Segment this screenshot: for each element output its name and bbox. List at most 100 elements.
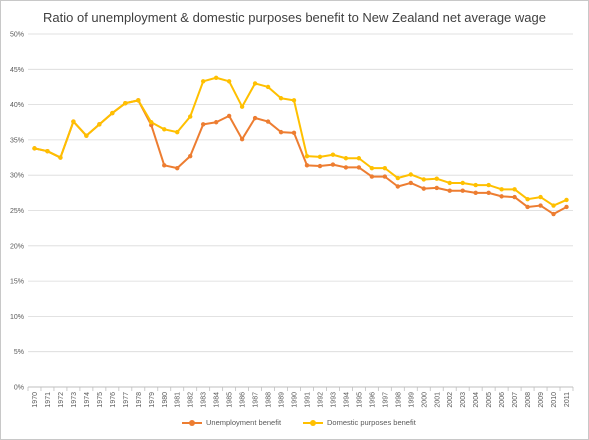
data-point xyxy=(343,165,349,170)
data-point xyxy=(538,203,543,208)
legend-item-unemployment: Unemployment benefit xyxy=(182,418,281,427)
data-point xyxy=(330,152,336,157)
x-tick-label: 1996 xyxy=(369,392,376,408)
data-point xyxy=(421,177,426,182)
data-point xyxy=(252,115,258,121)
x-tick-label: 2005 xyxy=(486,392,493,408)
legend-label-unemployment: Unemployment benefit xyxy=(206,418,282,427)
y-tick-label: 0% xyxy=(14,385,24,392)
y-tick-label: 15% xyxy=(10,279,24,286)
x-tick-label: 2007 xyxy=(512,392,519,408)
legend-swatch-unemployment xyxy=(182,419,202,427)
data-point xyxy=(551,203,556,208)
x-tick-label: 2009 xyxy=(538,392,545,408)
data-point xyxy=(304,163,310,168)
x-tick-label: 1975 xyxy=(97,392,104,408)
data-point xyxy=(408,180,413,186)
x-tick-label: 2000 xyxy=(421,392,428,408)
data-point xyxy=(447,180,452,186)
data-point xyxy=(473,190,478,196)
data-point xyxy=(460,180,465,186)
data-point xyxy=(564,197,569,203)
data-point xyxy=(486,182,491,188)
data-point xyxy=(408,172,413,177)
series-line-0 xyxy=(34,99,567,216)
data-point xyxy=(486,190,491,196)
data-point xyxy=(200,79,206,84)
data-point xyxy=(525,197,530,202)
y-axis-ticks: 0% 5% 10% 15% 20% 25% 30% 35% 40% 45% 50% xyxy=(10,32,24,392)
x-tick-label: 1995 xyxy=(356,392,363,408)
data-point xyxy=(382,165,388,171)
data-point xyxy=(213,120,219,125)
x-tick-label: 1993 xyxy=(330,392,337,408)
x-tick-label: 2011 xyxy=(564,392,571,407)
data-point xyxy=(460,188,465,193)
data-point xyxy=(551,211,556,217)
data-point xyxy=(304,153,310,159)
y-tick-label: 20% xyxy=(10,243,24,250)
series-line-1 xyxy=(34,76,567,207)
data-point xyxy=(252,81,258,86)
x-tick-label: 1980 xyxy=(162,392,169,408)
x-tick-label: 1973 xyxy=(71,392,78,408)
data-point xyxy=(71,119,76,124)
data-point xyxy=(84,133,89,138)
data-point xyxy=(317,163,323,169)
data-point xyxy=(499,187,504,192)
y-tick-label: 50% xyxy=(10,32,24,39)
series-group xyxy=(32,75,569,217)
y-tick-label: 10% xyxy=(10,314,24,321)
data-point xyxy=(110,110,115,116)
data-point xyxy=(447,188,452,193)
x-tick-label: 1994 xyxy=(343,392,350,408)
x-axis-ticks: 1970 1971 1972 1973 1974 1975 1976 1977 1978 1979… xyxy=(27,386,574,408)
y-tick-label: 5% xyxy=(14,349,24,356)
x-tick-label: 2008 xyxy=(525,392,532,408)
y-tick-label: 35% xyxy=(10,137,24,144)
data-point xyxy=(538,194,543,200)
chart-title: Ratio of unemployment & domestic purpose… xyxy=(43,10,546,25)
data-point xyxy=(265,119,271,124)
data-point xyxy=(395,175,401,181)
x-tick-label: 1986 xyxy=(240,392,247,408)
data-point xyxy=(213,75,219,80)
x-tick-label: 2006 xyxy=(499,392,506,408)
x-tick-label: 1984 xyxy=(214,392,221,408)
data-point xyxy=(265,84,271,90)
data-point xyxy=(317,154,323,160)
x-tick-label: 1983 xyxy=(201,392,208,408)
data-point xyxy=(45,148,50,154)
data-point xyxy=(58,155,63,160)
data-point xyxy=(291,98,297,103)
data-point xyxy=(278,96,284,101)
data-point xyxy=(162,127,167,132)
x-tick-label: 1987 xyxy=(253,392,260,408)
x-tick-label: 1979 xyxy=(149,392,156,408)
x-tick-label: 1985 xyxy=(227,392,234,408)
data-point xyxy=(434,185,439,191)
x-tick-label: 1992 xyxy=(317,392,324,408)
x-tick-label: 1998 xyxy=(395,392,402,408)
x-tick-label: 1997 xyxy=(382,392,389,408)
y-tick-label: 30% xyxy=(10,173,24,180)
data-point xyxy=(512,187,517,192)
y-tick-label: 40% xyxy=(10,102,24,109)
x-tick-label: 2004 xyxy=(473,392,480,408)
data-point xyxy=(149,120,154,125)
data-point xyxy=(226,113,232,119)
x-tick-label: 1972 xyxy=(58,392,65,408)
data-point xyxy=(32,146,37,151)
data-point xyxy=(421,186,426,191)
x-tick-label: 1978 xyxy=(136,392,143,408)
data-point xyxy=(239,136,245,142)
x-tick-label: 2010 xyxy=(551,392,558,408)
x-tick-label: 1999 xyxy=(408,392,415,408)
data-point xyxy=(369,165,375,171)
x-tick-label: 1990 xyxy=(292,392,299,408)
x-tick-label: 1981 xyxy=(175,392,182,408)
legend-label-domestic-purposes: Domestic purposes benefit xyxy=(327,418,416,427)
legend-item-domestic-purposes: Domestic purposes benefit xyxy=(303,418,416,427)
